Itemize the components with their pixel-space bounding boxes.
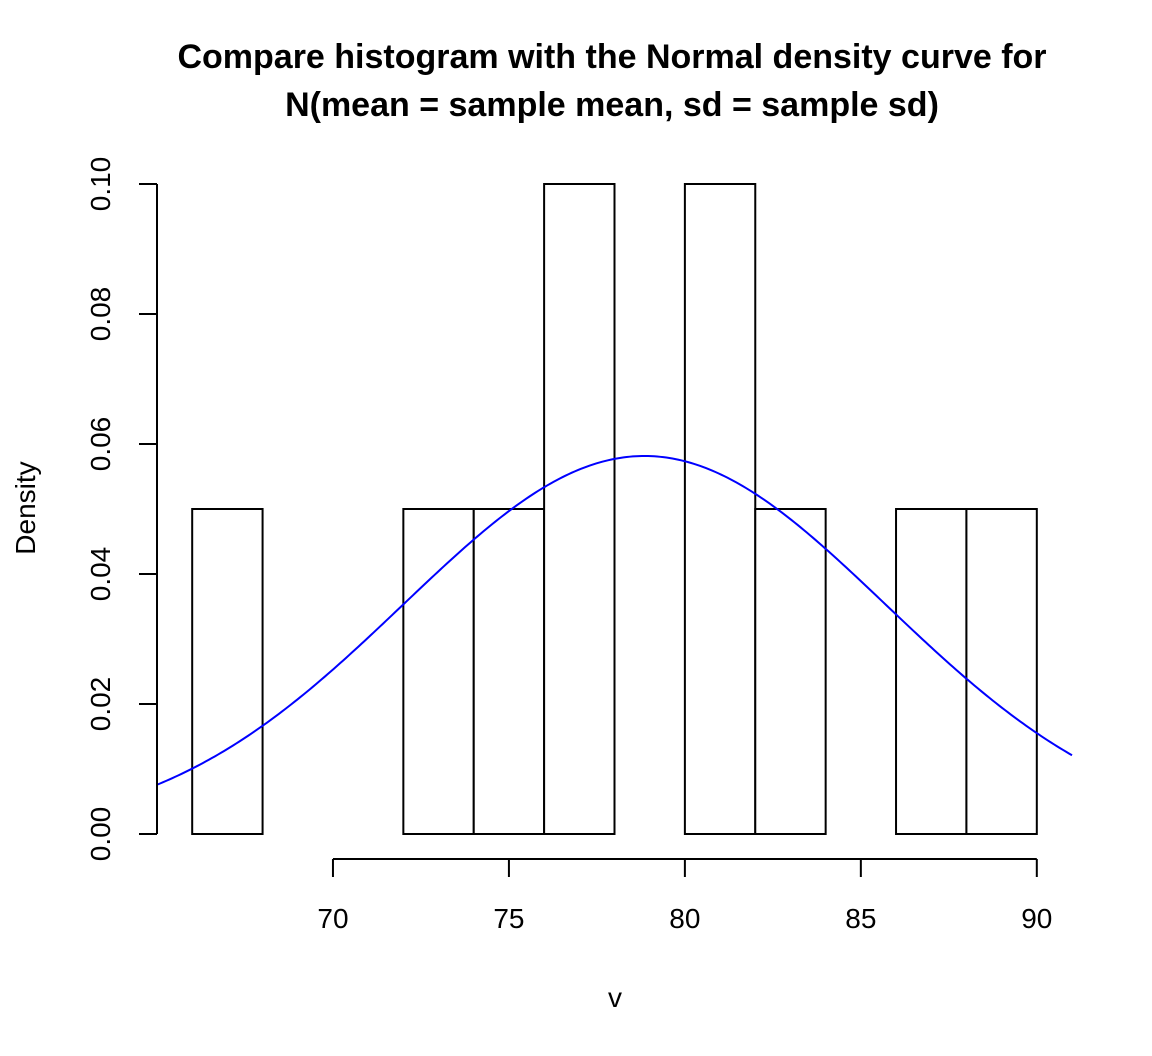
chart-title-line-1: Compare histogram with the Normal densit… xyxy=(177,38,1046,76)
y-tick-label: 0.08 xyxy=(85,287,116,342)
x-tick-label: 90 xyxy=(1021,903,1052,934)
y-axis: 0.00 0.02 0.04 0.06 0.08 0.10 xyxy=(85,157,158,862)
x-tick-label: 75 xyxy=(493,903,524,934)
x-axis: 70 75 80 85 90 xyxy=(317,858,1052,934)
x-tick-label: 85 xyxy=(845,903,876,934)
histogram-bar-5 xyxy=(543,183,616,835)
chart-title-line-2: N(mean = sample mean, sd = sample sd) xyxy=(285,86,939,124)
y-tick-label: 0.10 xyxy=(85,157,116,212)
y-tick-label: 0.02 xyxy=(85,677,116,732)
x-tick-label: 80 xyxy=(669,903,700,934)
chart-title: Compare histogram with the Normal densit… xyxy=(177,38,1046,124)
histogram-bars xyxy=(191,183,1038,835)
histogram-bar-7 xyxy=(683,183,757,835)
y-tick-label: 0.06 xyxy=(85,417,116,472)
y-tick-label: 0.04 xyxy=(85,547,116,602)
x-axis-ticks: 70 75 80 85 90 xyxy=(317,859,1052,934)
x-axis-label: v xyxy=(608,982,622,1013)
histogram-bar-3 xyxy=(402,508,475,835)
histogram-bar-0 xyxy=(191,508,264,835)
histogram-bar-4 xyxy=(472,508,546,835)
histogram-bar-11 xyxy=(965,508,1038,835)
y-tick-label: 0.00 xyxy=(85,807,116,862)
histogram-bar-8 xyxy=(754,508,827,835)
x-tick-label: 70 xyxy=(317,903,348,934)
y-axis-label: Density xyxy=(10,461,41,554)
histogram-bar-10 xyxy=(895,508,968,835)
normal-density-curve xyxy=(156,454,1073,786)
y-axis-ticks: 0.00 0.02 0.04 0.06 0.08 0.10 xyxy=(85,157,157,862)
